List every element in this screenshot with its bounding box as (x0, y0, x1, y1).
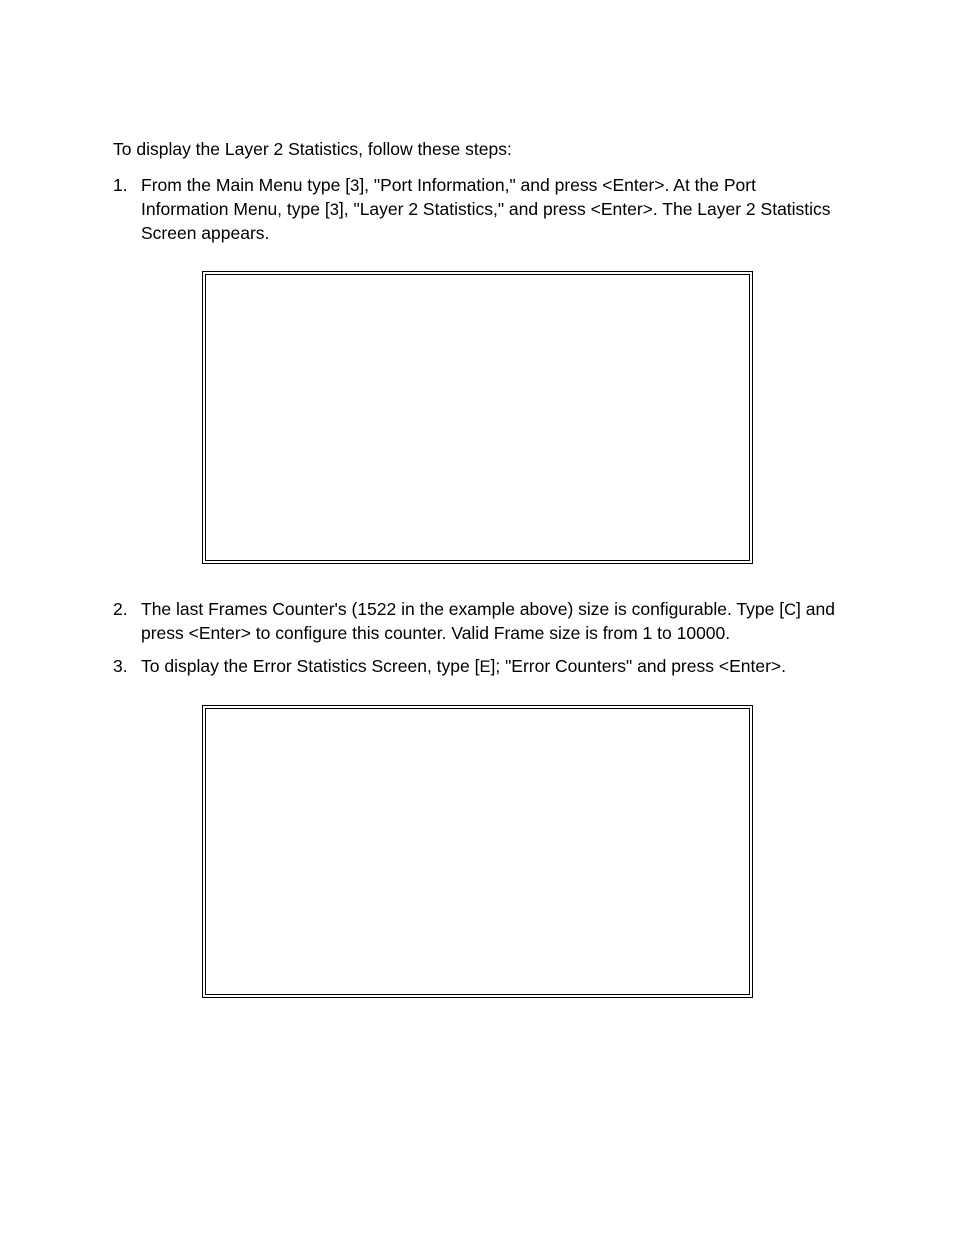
text-run: To display the Error Statistics Screen, … (141, 656, 479, 676)
step-1: 1.From the Main Menu type [3], "Port Inf… (113, 174, 841, 245)
step-2: 2.The last Frames Counter's (1522 in the… (113, 598, 841, 645)
step-text: To display the Error Statistics Screen, … (141, 655, 841, 679)
step-number: 2. (113, 598, 141, 622)
screenshot-placeholder (202, 271, 753, 564)
step-text: From the Main Menu type [3], "Port Infor… (141, 174, 841, 245)
step-number: 1. (113, 174, 141, 198)
screenshot-placeholder (202, 705, 753, 998)
figure-wrap (113, 705, 841, 998)
document-page: To display the Layer 2 Statistics, follo… (0, 0, 954, 1235)
text-run: ]; "Error Counters" and press <Enter>. (491, 656, 786, 676)
step-text: The last Frames Counter's (1522 in the e… (141, 598, 841, 645)
key-literal: 3 (350, 177, 359, 195)
step-number: 3. (113, 655, 141, 679)
key-literal: 3 (330, 201, 339, 219)
key-literal: E (479, 658, 490, 676)
key-literal: C (784, 601, 796, 619)
text-run: From the Main Menu type [ (141, 175, 350, 195)
steps-list: 1.From the Main Menu type [3], "Port Inf… (113, 174, 841, 998)
step-3: 3.To display the Error Statistics Screen… (113, 655, 841, 679)
figure-wrap (113, 271, 841, 564)
text-run: The last Frames Counter's (1522 in the e… (141, 599, 784, 619)
intro-paragraph: To display the Layer 2 Statistics, follo… (113, 138, 841, 161)
